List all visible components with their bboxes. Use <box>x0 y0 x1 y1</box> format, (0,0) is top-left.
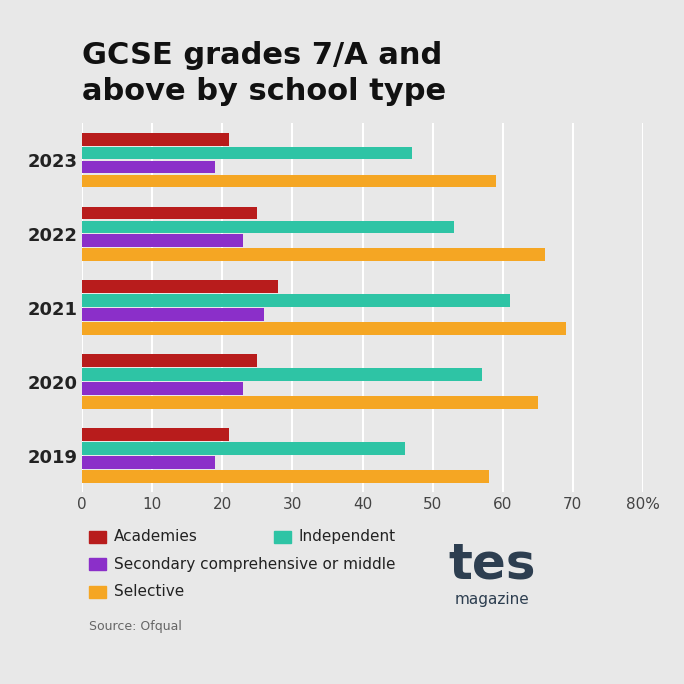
Bar <box>82 322 566 335</box>
Text: tes: tes <box>449 540 536 588</box>
Bar <box>82 220 453 233</box>
Bar <box>82 207 257 220</box>
Bar <box>82 235 244 248</box>
Bar <box>82 382 244 395</box>
Bar <box>82 161 215 174</box>
Bar <box>82 280 278 293</box>
Bar <box>82 354 257 367</box>
Text: Selective: Selective <box>114 584 185 599</box>
Bar <box>82 174 496 187</box>
Bar <box>82 396 538 409</box>
Bar <box>82 146 412 159</box>
Text: Secondary comprehensive or middle: Secondary comprehensive or middle <box>114 557 396 572</box>
Bar <box>82 133 229 146</box>
Bar <box>82 294 510 307</box>
Text: Source: Ofqual: Source: Ofqual <box>89 620 182 633</box>
Text: magazine: magazine <box>455 592 530 607</box>
Bar <box>82 456 215 469</box>
Bar <box>82 308 264 321</box>
Text: Independent: Independent <box>299 529 396 544</box>
Bar <box>82 442 404 455</box>
Text: Academies: Academies <box>114 529 198 544</box>
Bar <box>82 248 544 261</box>
Bar <box>82 428 229 441</box>
Bar <box>82 470 488 483</box>
Bar <box>82 368 482 381</box>
Text: GCSE grades 7/A and
above by school type: GCSE grades 7/A and above by school type <box>82 41 446 106</box>
